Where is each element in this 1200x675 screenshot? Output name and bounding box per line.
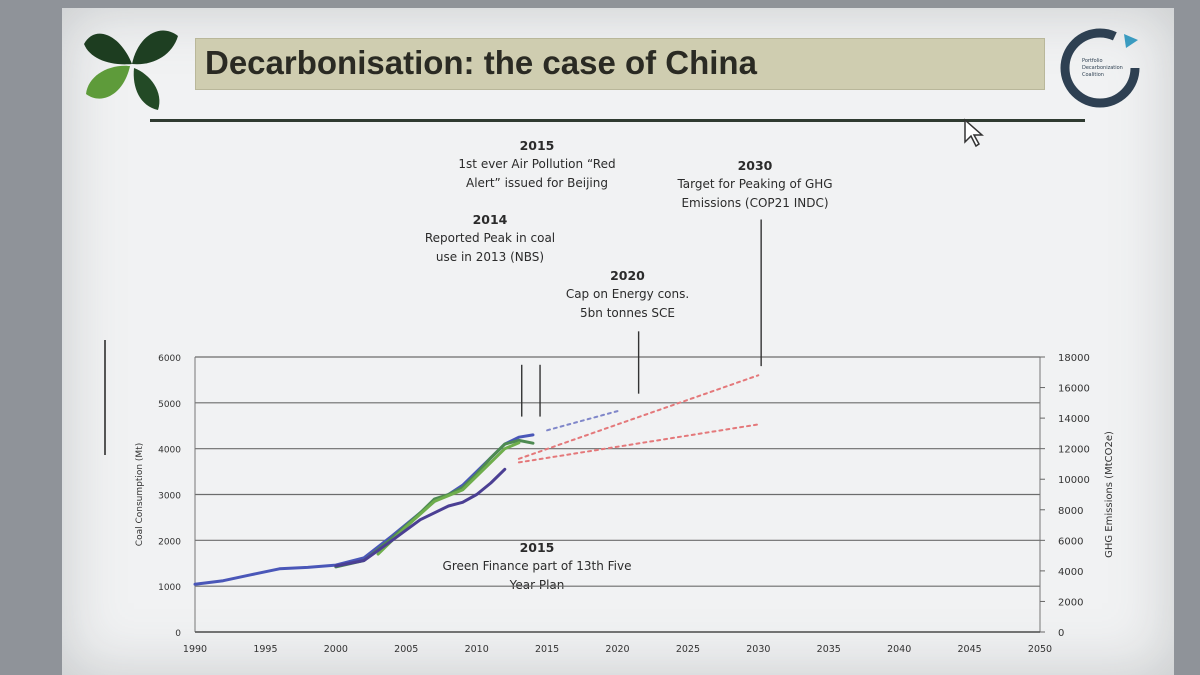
y2-tick-label: 16000 <box>1058 384 1090 395</box>
annotation-line: Reported Peak in coal <box>424 231 556 245</box>
annotation-line: Green Finance part of 13th Five <box>442 559 632 573</box>
y2-tick-label: 12000 <box>1058 445 1090 456</box>
portfolio-decarbonization-coalition-logo: Portfolio Decarbonization Coalition <box>1060 28 1140 108</box>
annotation-line: 1st ever Air Pollution “Red <box>458 157 616 171</box>
y2-tick-label: 0 <box>1058 628 1064 639</box>
y2-axis-title: GHG Emissions (MtCO2e) <box>1104 431 1115 558</box>
logo-text-line3: Coalition <box>1082 72 1104 78</box>
x-tick-label: 2020 <box>605 644 629 655</box>
x-tick-label: 2040 <box>887 644 911 655</box>
x-tick-label: 2030 <box>746 644 770 655</box>
series-line-2 <box>376 441 521 556</box>
annotation-year: 2030 <box>737 158 773 173</box>
x-tick-label: 2025 <box>676 644 700 655</box>
x-tick-label: 2050 <box>1028 644 1052 655</box>
annotation-air-pollution: 2015 1st ever Air Pollution “Red Alert” … <box>437 136 637 193</box>
y2-tick-label: 8000 <box>1058 506 1083 517</box>
logo-text-line2: Decarbonization <box>1082 65 1123 71</box>
ginkgo-leaf-logo <box>84 30 178 110</box>
y-tick-label: 6000 <box>158 354 181 364</box>
y2-tick-label: 10000 <box>1058 475 1090 486</box>
mouse-pointer-icon <box>964 118 984 148</box>
x-tick-label: 2045 <box>957 644 981 655</box>
x-tick-label: 2035 <box>817 644 841 655</box>
x-tick-label: 1995 <box>253 644 277 655</box>
y-tick-label: 4000 <box>158 446 181 456</box>
x-tick-label: 2000 <box>324 644 348 655</box>
y-tick-label: 1000 <box>158 583 181 593</box>
y2-tick-label: 4000 <box>1058 567 1083 578</box>
title-divider <box>150 119 1085 122</box>
annotation-year: 2014 <box>472 212 508 227</box>
x-tick-label: 2015 <box>535 644 559 655</box>
y-tick-label: 3000 <box>158 492 181 502</box>
series-line-1 <box>334 438 535 569</box>
logo-text-line1: Portfolio <box>1082 58 1103 64</box>
annotation-line: Target for Peaking of GHG <box>677 177 833 191</box>
annotation-green-finance: 2015 Green Finance part of 13th Five Yea… <box>427 538 647 595</box>
slide-title: Decarbonisation: the case of China <box>205 44 757 81</box>
annotation-ghg-peak: 2030 Target for Peaking of GHG Emissions… <box>650 156 860 213</box>
y2-tick-label: 18000 <box>1058 353 1090 364</box>
y-axis-title: Coal Consumption (Mt) <box>135 443 145 546</box>
annotation-line: Year Plan <box>509 578 565 592</box>
y2-tick-label: 14000 <box>1058 414 1090 425</box>
annotation-line: 5bn tonnes SCE <box>580 306 675 320</box>
y-tick-label: 2000 <box>158 537 181 547</box>
series-line-3 <box>334 467 507 568</box>
annotation-line: Emissions (COP21 INDC) <box>681 196 829 210</box>
title-bar <box>195 38 1045 90</box>
x-tick-label: 2005 <box>394 644 418 655</box>
y2-tick-label: 6000 <box>1058 536 1083 547</box>
annotation-line: use in 2013 (NBS) <box>435 250 545 264</box>
x-tick-label: 2010 <box>465 644 489 655</box>
annotation-line: Cap on Energy cons. <box>565 287 690 301</box>
series-line-6 <box>517 423 760 464</box>
series-line-4 <box>546 410 619 432</box>
x-tick-label: 1990 <box>183 644 207 655</box>
y2-tick-label: 2000 <box>1058 597 1083 608</box>
annotation-coal-peak: 2014 Reported Peak in coal use in 2013 (… <box>395 210 585 267</box>
annotation-year: 2015 <box>519 138 555 153</box>
y-tick-label: 0 <box>175 629 181 639</box>
annotation-line: Alert” issued for Beijing <box>465 176 608 190</box>
y-tick-label: 5000 <box>158 400 181 410</box>
annotation-energy-cap: 2020 Cap on Energy cons. 5bn tonnes SCE <box>545 266 710 323</box>
annotation-year: 2020 <box>610 268 645 283</box>
annotation-year: 2015 <box>519 540 555 555</box>
series-line-5 <box>517 374 760 460</box>
axis-side-bar <box>104 340 106 455</box>
